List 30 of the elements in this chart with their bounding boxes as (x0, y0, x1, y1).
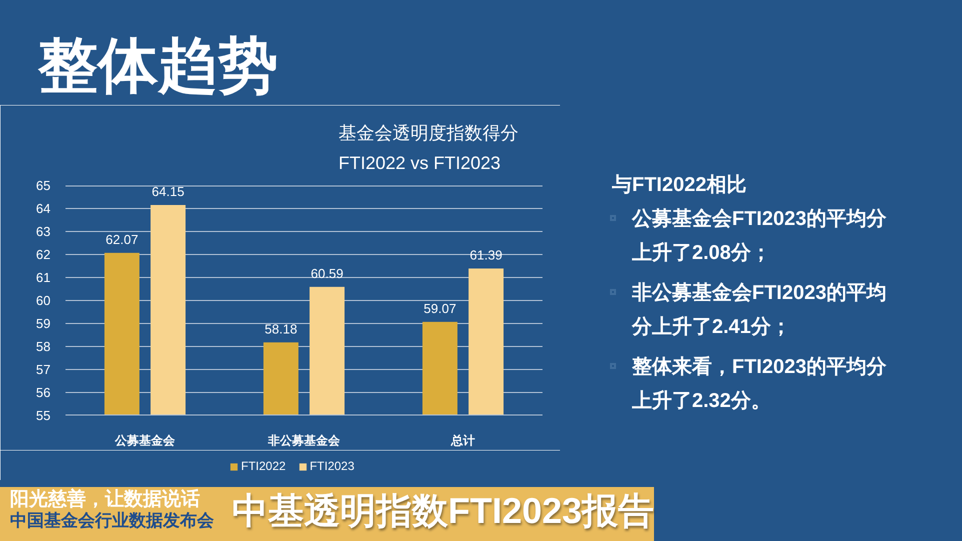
y-tick-label: 62 (36, 247, 51, 262)
data-label: 59.07 (424, 300, 456, 316)
text: 中国基金会行业数据发布会 (10, 511, 214, 531)
y-tick-label: 61 (36, 270, 51, 285)
x-tick-label: 总计 (450, 434, 475, 448)
y-tick-label: 63 (36, 224, 51, 239)
data-label: 64.15 (152, 184, 184, 200)
chart-title: 整体趋势 (37, 31, 278, 101)
y-tick-label: 65 (36, 178, 51, 193)
x-tick-label: 公募基金会 (114, 434, 176, 448)
y-tick-label: 56 (36, 385, 51, 400)
y-tick-label: 60 (36, 293, 51, 308)
legend-label: FTI2023 (310, 459, 354, 473)
data-label: 58.18 (264, 321, 298, 336)
x-tick-label: 非公募基金会 (267, 434, 341, 448)
data-label: 60.59 (310, 266, 344, 281)
y-tick-label: 58 (36, 339, 51, 354)
y-tick-label: 59 (36, 316, 51, 331)
text: 与FTI2022相比 (611, 173, 748, 198)
y-tick-label: 57 (36, 362, 51, 377)
text: 公募基金会FTI2023的平均分上升了2.08分； (632, 207, 888, 266)
text: 阳光慈善，让数据说话 (10, 489, 201, 511)
y-tick-label: 55 (36, 408, 51, 423)
text: 整体来看，FTI2023的平均分上升了2.32分。 (632, 355, 888, 414)
data-label: 62.07 (106, 232, 138, 247)
text: 中基透明指数FTI2023报告 (232, 490, 654, 531)
y-tick-label: 64 (36, 201, 51, 216)
legend-label: FTI2022 (241, 459, 286, 473)
chart-subtitle: 基金会透明度指数得分 FTI2022 vs FTI2023 (338, 123, 518, 173)
text: 非公募基金会FTI2023的平均分上升了2.41分； (632, 281, 888, 340)
